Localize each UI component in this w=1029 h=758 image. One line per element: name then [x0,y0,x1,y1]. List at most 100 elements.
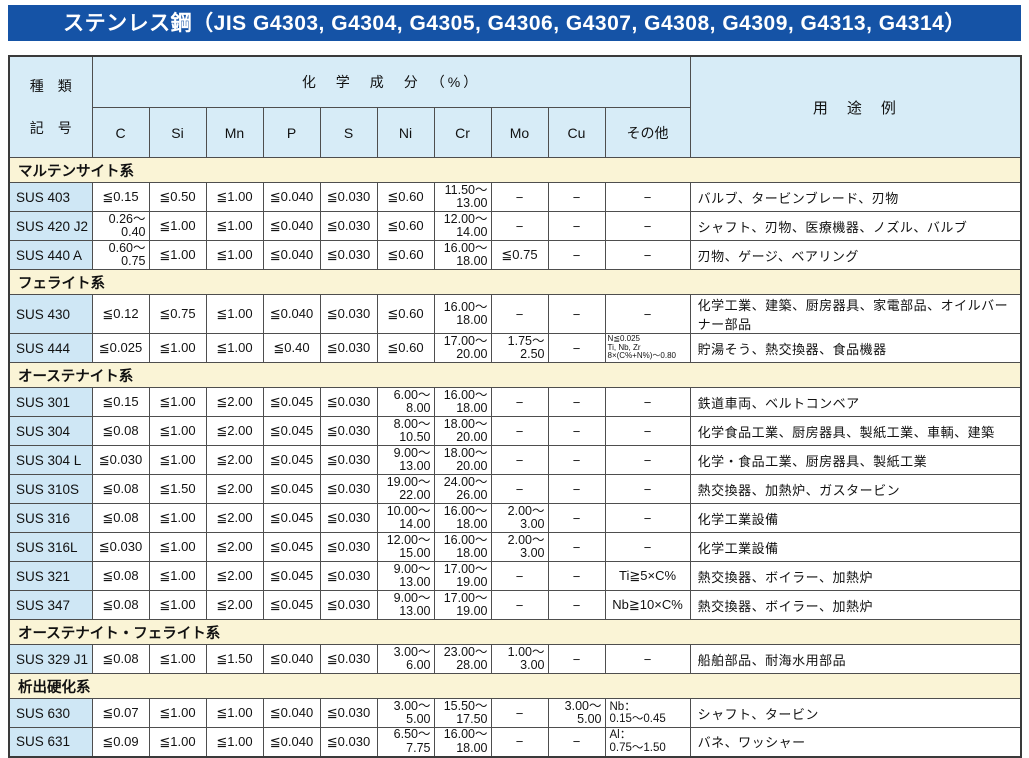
cell-c: ≦0.15 [91,387,150,417]
grade-code: SUS 630 [8,698,93,728]
cell-ni: ≦0.60 [376,333,435,363]
cell-ni: 9.00～ 13.00 [376,590,435,620]
cell-c: ≦0.030 [91,445,150,475]
table-row: SUS 420 J2 0.26～ 0.40 ≦1.00 ≦1.00 ≦0.040 ≦0.0… [8,211,1022,241]
cell-mo: − [490,211,549,241]
cell-cr: 16.00～ 18.00 [433,387,492,417]
cell-mo: − [490,182,549,212]
col-header-mn: Mn [205,107,264,158]
cell-other: − [604,532,691,562]
table-row: SUS 321 ≦0.08 ≦1.00 ≦2.00 ≦0.045 ≦0.030 9.00～ … [8,561,1022,591]
section-row: オーステナイト・フェライト系 [8,619,1022,645]
cell-c: ≦0.025 [91,333,150,363]
usage-cell: 化学・食品工業、厨房器具、製紙工業 [689,445,1022,475]
cell-si: ≦1.00 [148,532,207,562]
col-header-ni: Ni [376,107,435,158]
table-row: SUS 440 A 0.60～ 0.75 ≦1.00 ≦1.00 ≦0.040 ≦0.03… [8,240,1022,270]
cell-c: ≦0.030 [91,532,150,562]
cell-cr: 16.00～ 18.00 [433,294,492,334]
cell-si: ≦1.00 [148,445,207,475]
grade-label: 種 類 [29,78,72,94]
cell-p: ≦0.040 [262,727,321,757]
cell-other: − [604,503,691,533]
cell-ni: ≦0.60 [376,294,435,334]
grade-code: SUS 403 [8,182,93,212]
cell-other: − [604,211,691,241]
cell-mn: ≦2.00 [205,590,264,620]
cell-cr: 18.00～ 20.00 [433,416,492,446]
cell-mo: ≦0.75 [490,240,549,270]
cell-p: ≦0.045 [262,561,321,591]
cell-mn: ≦1.00 [205,182,264,212]
cell-p: ≦0.040 [262,294,321,334]
cell-s: ≦0.030 [319,445,378,475]
cell-other: − [604,416,691,446]
cell-cu: − [547,333,606,363]
table-row: SUS 329 J1 ≦0.08 ≦1.00 ≦1.50 ≦0.040 ≦0.030 3.0… [8,644,1022,674]
cell-c: ≦0.12 [91,294,150,334]
cell-other: − [604,474,691,504]
cell-mn: ≦2.00 [205,561,264,591]
cell-c: ≦0.09 [91,727,150,757]
cell-mo: − [490,387,549,417]
cell-cu: − [547,182,606,212]
cell-c: ≦0.08 [91,561,150,591]
cell-ni: 6.50～ 7.75 [376,727,435,757]
cell-p: ≦0.040 [262,211,321,241]
cell-ni: 9.00～ 13.00 [376,445,435,475]
table-row: SUS 301 ≦0.15 ≦1.00 ≦2.00 ≦0.045 ≦0.030 6.00～ … [8,387,1022,417]
cell-cr: 17.00～ 19.00 [433,561,492,591]
cell-mn: ≦1.50 [205,644,264,674]
cell-cr: 16.00～ 18.00 [433,240,492,270]
usage-cell: 船舶部品、耐海水用部品 [689,644,1022,674]
cell-c: ≦0.07 [91,698,150,728]
cell-cr: 12.00～ 14.00 [433,211,492,241]
cell-cu: − [547,416,606,446]
col-header-usage: 用 途 例 [689,55,1022,158]
cell-mn: ≦2.00 [205,474,264,504]
cell-si: ≦1.00 [148,644,207,674]
section-title: オーステナイト系 [8,362,1022,388]
cell-other: − [604,294,691,334]
grade-code: SUS 304 [8,416,93,446]
cell-ni: 6.00～ 8.00 [376,387,435,417]
usage-cell: シャフト、タービン [689,698,1022,728]
cell-mn: ≦1.00 [205,211,264,241]
table-row: SUS 304 ≦0.08 ≦1.00 ≦2.00 ≦0.045 ≦0.030 8.00～ … [8,416,1022,446]
usage-cell: シャフト、刃物、医療機器、ノズル、バルブ [689,211,1022,241]
cell-p: ≦0.045 [262,445,321,475]
table-row: SUS 310S ≦0.08 ≦1.50 ≦2.00 ≦0.045 ≦0.030 19.00… [8,474,1022,504]
table-row: SUS 316L ≦0.030 ≦1.00 ≦2.00 ≦0.045 ≦0.030 12.0… [8,532,1022,562]
cell-s: ≦0.030 [319,211,378,241]
cell-cr: 16.00～ 18.00 [433,727,492,757]
grade-code: SUS 304 L [8,445,93,475]
symbol-label: 記 号 [29,120,72,136]
cell-mn: ≦2.00 [205,532,264,562]
usage-cell: 熱交換器、ボイラー、加熱炉 [689,561,1022,591]
page-title: ステンレス鋼（JIS G4303, G4304, G4305, G4306, G… [8,5,1021,41]
cell-cu: − [547,561,606,591]
cell-ni: 3.00～ 6.00 [376,644,435,674]
col-header-s: S [319,107,378,158]
cell-c: 0.26～ 0.40 [91,211,150,241]
cell-cu: − [547,445,606,475]
cell-s: ≦0.030 [319,590,378,620]
cell-other: Nb： 0.15～0.45 [604,698,691,728]
cell-cr: 24.00～ 26.00 [433,474,492,504]
header-row-group: 種 類 記 号 化 学 成 分 （%） 用 途 例 [8,55,1022,158]
cell-si: ≦1.00 [148,333,207,363]
cell-mn: ≦2.00 [205,387,264,417]
cell-s: ≦0.030 [319,698,378,728]
table-row: SUS 403 ≦0.15 ≦0.50 ≦1.00 ≦0.040 ≦0.030 ≦0.60 1… [8,182,1022,212]
table-row: SUS 316 ≦0.08 ≦1.00 ≦2.00 ≦0.045 ≦0.030 10.00～… [8,503,1022,533]
cell-other: − [604,445,691,475]
grade-code: SUS 631 [8,727,93,757]
cell-c: ≦0.08 [91,590,150,620]
table-row: SUS 444 ≦0.025 ≦1.00 ≦1.00 ≦0.40 ≦0.030 ≦0.60 1… [8,333,1022,363]
cell-other: − [604,240,691,270]
cell-cu: − [547,240,606,270]
cell-mo: 2.00～ 3.00 [490,503,549,533]
cell-c: ≦0.08 [91,416,150,446]
cell-cu: − [547,727,606,757]
cell-si: ≦1.00 [148,561,207,591]
